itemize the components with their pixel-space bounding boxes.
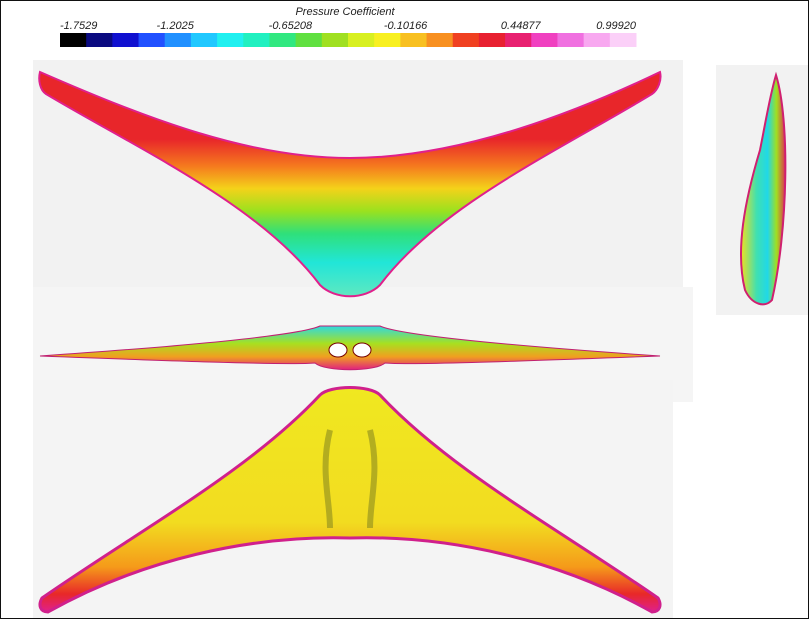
colorbar-segment bbox=[505, 33, 532, 47]
colorbar-tick-label: -0.10166 bbox=[384, 20, 428, 32]
colorbar-segment bbox=[217, 33, 244, 47]
colorbar-segment bbox=[191, 33, 218, 47]
colorbar-segment bbox=[243, 33, 270, 47]
colorbar-segment bbox=[584, 33, 611, 47]
colorbar bbox=[60, 33, 637, 47]
colorbar-segment bbox=[269, 33, 296, 47]
colorbar-segment bbox=[610, 33, 637, 47]
colorbar-segment bbox=[296, 33, 323, 47]
colorbar-segment bbox=[165, 33, 192, 47]
colorbar-segment bbox=[348, 33, 375, 47]
colorbar-tick-label: -1.2025 bbox=[157, 20, 195, 32]
colorbar-segment bbox=[400, 33, 427, 47]
colorbar-title: Pressure Coefficient bbox=[295, 6, 395, 18]
colorbar-tick-label: -1.7529 bbox=[60, 20, 97, 32]
colorbar-tick-label: -0.65208 bbox=[269, 20, 313, 32]
intake bbox=[353, 343, 371, 357]
colorbar-segment bbox=[112, 33, 139, 47]
colorbar-tick-label: 0.99920 bbox=[596, 20, 637, 32]
colorbar-tick-label: 0.44877 bbox=[501, 20, 542, 32]
screenshot: Pressure Coefficient -1.7529 -1.2025 -0.65… bbox=[0, 0, 809, 619]
colorbar-segment bbox=[86, 33, 113, 47]
colorbar-segment bbox=[557, 33, 584, 47]
colorbar-segment bbox=[374, 33, 401, 47]
colorbar-segment bbox=[60, 33, 87, 47]
colorbar-segment bbox=[531, 33, 558, 47]
page: {"colorbar": {"title": "Pressure Coeffic… bbox=[0, 0, 809, 619]
colorbar-segment bbox=[479, 33, 506, 47]
colorbar-segment bbox=[139, 33, 166, 47]
colorbar-segment bbox=[322, 33, 349, 47]
intake bbox=[329, 343, 347, 357]
colorbar-segment bbox=[453, 33, 480, 47]
colorbar-segment bbox=[427, 33, 454, 47]
